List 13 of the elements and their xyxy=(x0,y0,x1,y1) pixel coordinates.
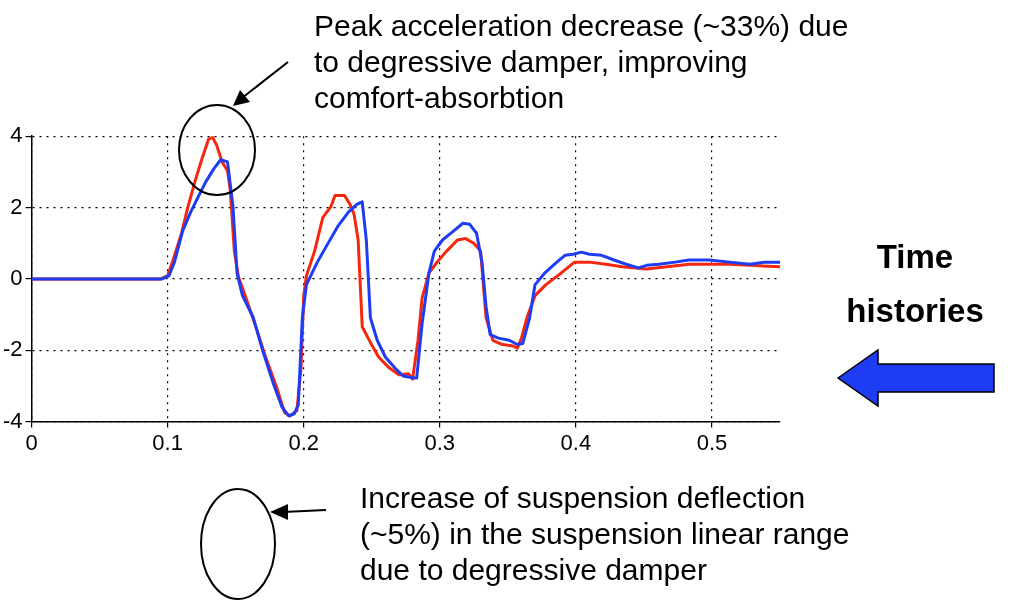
text: Time histories xyxy=(845,237,985,331)
x-tick-label: 0.5 xyxy=(696,429,728,455)
y-tick-label: 0 xyxy=(10,264,23,290)
x-tick-label: 0.2 xyxy=(288,429,320,455)
y-tick-label: 2 xyxy=(10,193,23,219)
text: Peak acceleration decrease (~33%) due to degressive damper, improving comfort-absorbtion xyxy=(314,8,849,116)
y-tick-label: -4 xyxy=(3,407,23,433)
text: Increase of suspension deflection (~5%) in the suspension linear range due to degressive damper xyxy=(360,480,850,588)
y-tick-label: -2 xyxy=(3,336,23,362)
x-tick-label: 0.4 xyxy=(560,429,592,455)
x-tick-label: 0.3 xyxy=(424,429,456,455)
y-tick-label: 4 xyxy=(10,122,23,148)
x-tick-label: 0.1 xyxy=(152,429,183,455)
